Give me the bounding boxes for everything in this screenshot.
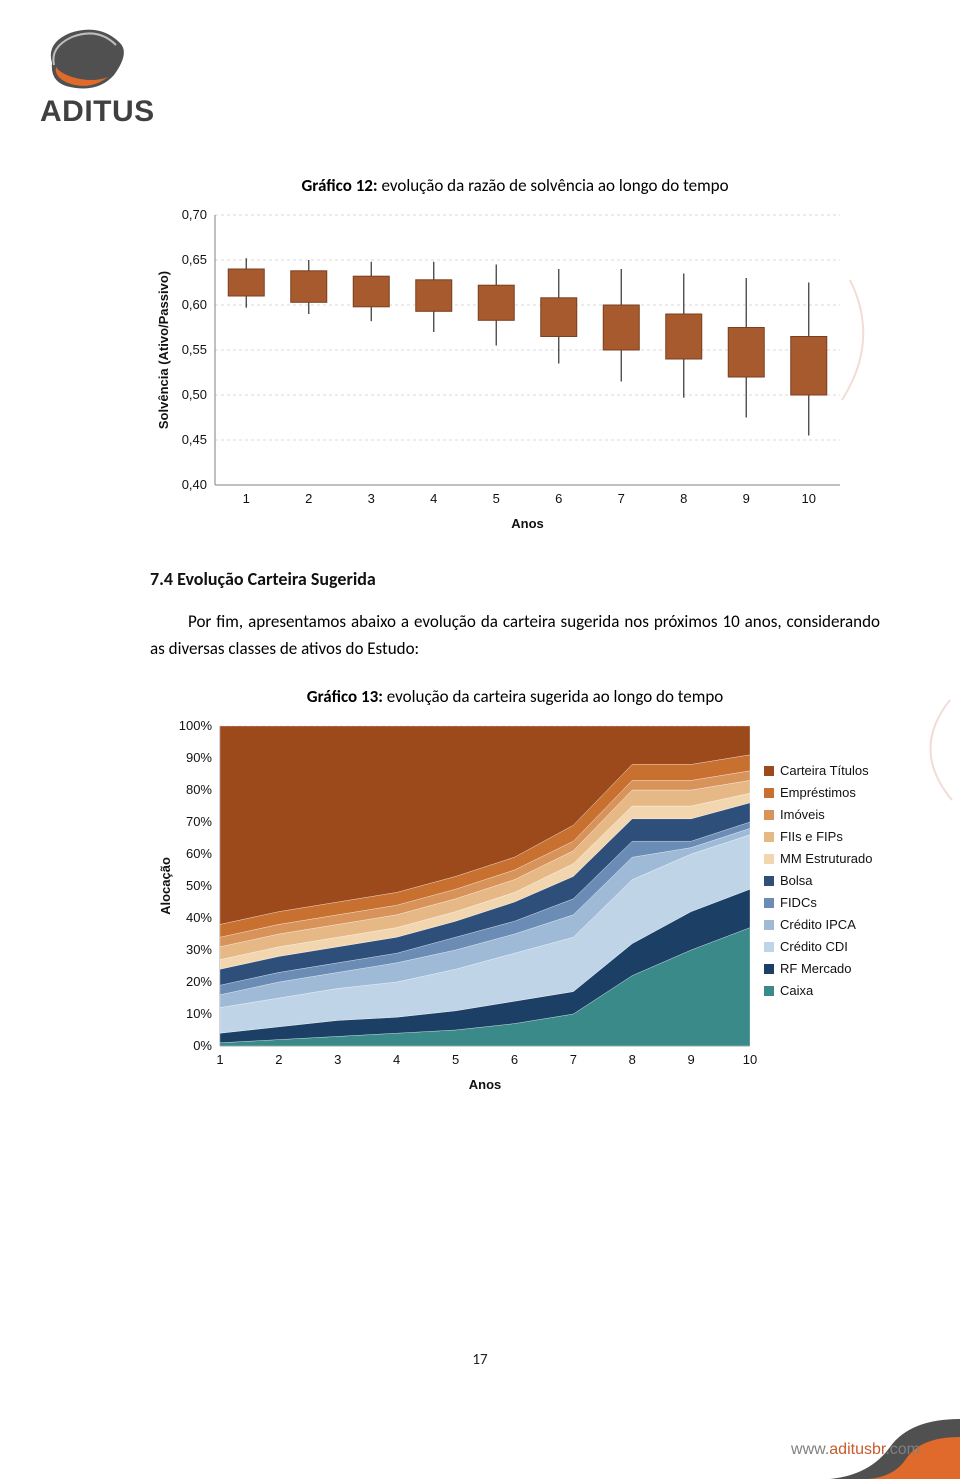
svg-text:9: 9: [743, 491, 750, 506]
svg-text:7: 7: [570, 1052, 577, 1067]
svg-text:70%: 70%: [186, 814, 212, 829]
chart13-title-rest: evolução da carteira sugerida ao longo d…: [383, 686, 723, 707]
svg-text:60%: 60%: [186, 846, 212, 861]
svg-text:100%: 100%: [179, 721, 213, 733]
svg-text:10%: 10%: [186, 1006, 212, 1021]
svg-text:3: 3: [334, 1052, 341, 1067]
svg-text:0%: 0%: [193, 1038, 212, 1053]
svg-text:Bolsa: Bolsa: [780, 873, 813, 888]
svg-text:Alocação: Alocação: [158, 857, 173, 915]
svg-text:80%: 80%: [186, 782, 212, 797]
svg-text:Solvência (Ativo/Passivo): Solvência (Ativo/Passivo): [156, 271, 171, 429]
svg-text:90%: 90%: [186, 750, 212, 765]
svg-text:Empréstimos: Empréstimos: [780, 785, 856, 800]
svg-text:Anos: Anos: [469, 1077, 502, 1092]
footer-url-prefix: www.: [791, 1441, 829, 1458]
svg-text:0,45: 0,45: [182, 432, 207, 447]
svg-text:0,70: 0,70: [182, 210, 207, 222]
svg-text:Crédito IPCA: Crédito IPCA: [780, 917, 856, 932]
svg-text:4: 4: [430, 491, 437, 506]
page-root: ADITUS Gráfico 12: evolução da razão de …: [0, 0, 960, 1479]
svg-text:0,60: 0,60: [182, 297, 207, 312]
svg-text:Caixa: Caixa: [780, 983, 814, 998]
chart13-title-prefix: Gráfico 13:: [307, 686, 383, 707]
svg-text:0,40: 0,40: [182, 477, 207, 492]
svg-text:5: 5: [493, 491, 500, 506]
svg-text:9: 9: [687, 1052, 694, 1067]
footer-link: www.aditusbr.com: [791, 1441, 920, 1459]
brand-logo: ADITUS: [40, 25, 155, 129]
svg-text:2: 2: [275, 1052, 282, 1067]
svg-text:0,65: 0,65: [182, 252, 207, 267]
svg-text:0,50: 0,50: [182, 387, 207, 402]
svg-text:Carteira Títulos: Carteira Títulos: [780, 763, 869, 778]
chart12: 0,40 0,45 0,50 0,55 0,60 0,65 0,70 1 2 3 4 5 6 7 8 9 10 S…: [150, 210, 850, 540]
svg-text:8: 8: [680, 491, 687, 506]
svg-text:8: 8: [629, 1052, 636, 1067]
svg-text:10: 10: [802, 491, 816, 506]
chart12-title-rest: evolução da razão de solvência ao longo …: [378, 175, 729, 196]
svg-text:5: 5: [452, 1052, 459, 1067]
chart12-title-prefix: Gráfico 12:: [301, 175, 377, 196]
section-heading: 7.4 Evolução Carteira Sugerida: [150, 568, 880, 590]
svg-text:RF Mercado: RF Mercado: [780, 961, 852, 976]
svg-text:Anos: Anos: [511, 516, 544, 531]
svg-text:3: 3: [368, 491, 375, 506]
page-number: 17: [0, 1351, 960, 1369]
chart13-title: Gráfico 13: evolução da carteira sugerid…: [150, 686, 880, 707]
body-paragraph: Por fim, apresentamos abaixo a evolução …: [150, 608, 880, 662]
svg-text:50%: 50%: [186, 878, 212, 893]
svg-text:2: 2: [305, 491, 312, 506]
brand-name: ADITUS: [40, 95, 155, 129]
svg-text:1: 1: [216, 1052, 223, 1067]
svg-text:6: 6: [511, 1052, 518, 1067]
svg-text:40%: 40%: [186, 910, 212, 925]
svg-text:0,55: 0,55: [182, 342, 207, 357]
chart13: 0% 10% 20% 30% 40% 50% 60% 70% 80% 90% 100% 1 2 3 4 5 6 7…: [150, 721, 900, 1101]
leaf-icon: [40, 25, 130, 95]
svg-text:4: 4: [393, 1052, 400, 1067]
svg-text:FIDCs: FIDCs: [780, 895, 817, 910]
content: Gráfico 12: evolução da razão de solvênc…: [150, 175, 880, 1101]
footer-url-brand: aditusbr: [829, 1441, 885, 1458]
svg-text:Crédito CDI: Crédito CDI: [780, 939, 848, 954]
svg-text:Imóveis: Imóveis: [780, 807, 825, 822]
svg-text:20%: 20%: [186, 974, 212, 989]
svg-text:10: 10: [743, 1052, 757, 1067]
svg-text:30%: 30%: [186, 942, 212, 957]
svg-text:MM Estruturado: MM Estruturado: [780, 851, 872, 866]
chart12-title: Gráfico 12: evolução da razão de solvênc…: [150, 175, 880, 196]
svg-text:7: 7: [618, 491, 625, 506]
svg-text:6: 6: [555, 491, 562, 506]
footer-url-suffix: .com: [885, 1441, 920, 1458]
svg-text:FIIs e FIPs: FIIs e FIPs: [780, 829, 843, 844]
svg-text:1: 1: [243, 491, 250, 506]
